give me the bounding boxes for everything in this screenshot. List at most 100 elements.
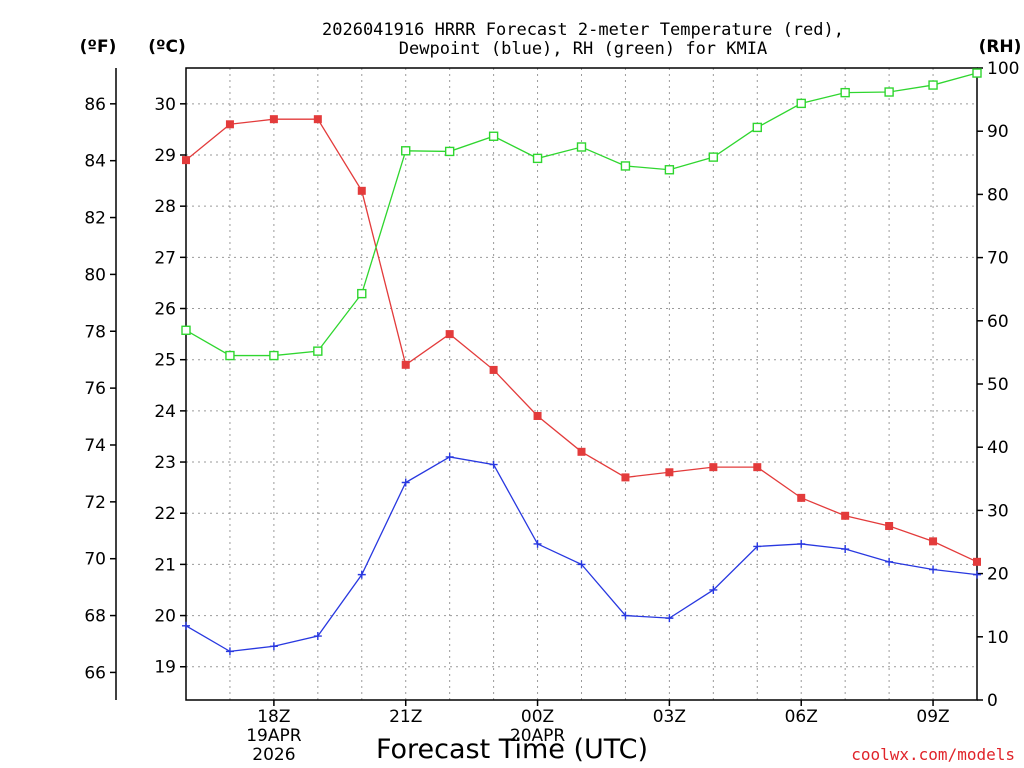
- celsius-tick-label: 26: [154, 300, 176, 320]
- series-point-rh: [664, 165, 675, 175]
- series-point-temperature: [269, 115, 278, 124]
- fahrenheit-tick-label: 70: [84, 550, 106, 570]
- series-point-dewpoint: [797, 539, 806, 548]
- series-point-rh: [401, 146, 411, 156]
- data-series: [181, 68, 982, 656]
- series-point-dewpoint: [401, 478, 410, 487]
- series-point-rh: [181, 325, 191, 335]
- series-point-rh: [796, 98, 806, 109]
- series-point-dewpoint: [269, 642, 278, 651]
- fahrenheit-tick-label: 86: [84, 95, 106, 115]
- series-point-rh: [928, 80, 938, 90]
- series-point-rh: [225, 350, 235, 361]
- x-tick-label: 20APR: [510, 726, 566, 746]
- series-point-temperature: [709, 463, 718, 472]
- series-point-rh: [840, 87, 850, 98]
- series-point-temperature: [533, 411, 542, 420]
- series-point-rh: [357, 288, 367, 299]
- series-point-rh: [884, 87, 894, 97]
- series-point-temperature: [182, 156, 190, 165]
- celsius-tick-label: 20: [154, 607, 176, 627]
- rh-tick-label: 50: [987, 375, 1009, 395]
- x-tick-label: 21Z: [389, 707, 422, 727]
- rh-tick-label: 80: [987, 185, 1009, 205]
- celsius-tick-label: 23: [154, 453, 176, 473]
- series-point-dewpoint: [709, 585, 718, 594]
- series-point-temperature: [445, 330, 454, 339]
- rh-tick-label: 60: [987, 312, 1009, 332]
- rh-tick-label: 0: [987, 691, 998, 711]
- series-point-rh: [752, 122, 762, 133]
- rh-tick-label: 90: [987, 122, 1009, 142]
- series-point-temperature: [797, 493, 806, 502]
- series-point-dewpoint: [929, 565, 938, 574]
- fahrenheit-tick-label: 80: [84, 265, 106, 285]
- series-point-dewpoint: [225, 647, 234, 656]
- series-point-temperature: [665, 468, 674, 477]
- series-point-rh: [488, 131, 499, 141]
- series-point-dewpoint: [621, 611, 630, 620]
- celsius-tick-label: 25: [154, 351, 176, 371]
- fahrenheit-tick-label: 84: [84, 152, 106, 172]
- series-point-rh: [313, 346, 323, 356]
- series-point-dewpoint: [182, 621, 190, 630]
- fahrenheit-tick-label: 78: [84, 322, 106, 342]
- x-axis-label: Forecast Time (UTC): [376, 734, 648, 765]
- series-point-temperature: [753, 463, 762, 472]
- x-tick-label: 2026: [252, 745, 295, 765]
- chart-title-line-1: 2026041916 HRRR Forecast 2-meter Tempera…: [322, 20, 844, 40]
- celsius-tick-label: 22: [154, 504, 176, 524]
- series-point-temperature: [489, 365, 498, 374]
- axes: 19 20 21 22 23 24 25 26 27 28 29 30 66 68 70 72 74 76 78 80…: [84, 59, 1019, 765]
- rh-tick-label: 10: [987, 628, 1009, 648]
- celsius-unit-label: (ºC): [148, 37, 186, 57]
- fahrenheit-unit-label: (ºF): [80, 37, 117, 57]
- series-point-temperature: [577, 447, 586, 456]
- series-point-dewpoint: [753, 542, 762, 551]
- rh-tick-label: 30: [987, 501, 1009, 521]
- celsius-tick-label: 24: [154, 402, 176, 422]
- x-tick-label: 09Z: [916, 707, 949, 727]
- series-point-rh: [532, 153, 543, 164]
- series-point-temperature: [885, 522, 894, 531]
- celsius-tick-label: 27: [154, 248, 176, 268]
- fahrenheit-tick-label: 74: [84, 436, 106, 456]
- series-point-rh: [620, 161, 631, 171]
- series-point-rh: [708, 152, 719, 162]
- series-point-rh: [972, 68, 982, 78]
- x-tick-label: 18Z: [257, 707, 290, 727]
- series-point-temperature: [973, 557, 981, 566]
- series-point-rh: [444, 146, 455, 157]
- series-point-temperature: [357, 186, 366, 195]
- credit-text: coolwx.com/models: [851, 745, 1015, 764]
- series-point-temperature: [929, 537, 938, 546]
- x-tick-label: 19APR: [246, 726, 302, 746]
- fahrenheit-tick-label: 66: [84, 663, 106, 683]
- fahrenheit-tick-label: 68: [84, 607, 106, 627]
- fahrenheit-tick-label: 72: [84, 493, 106, 513]
- fahrenheit-tick-label: 76: [84, 379, 106, 399]
- series-point-dewpoint: [577, 560, 586, 569]
- rh-unit-label: (RH): [979, 37, 1022, 57]
- x-tick-label: 06Z: [785, 707, 818, 727]
- celsius-tick-label: 28: [154, 197, 176, 217]
- series-point-dewpoint: [533, 539, 542, 548]
- rh-tick-label: 40: [987, 438, 1009, 458]
- celsius-tick-label: 21: [154, 555, 176, 575]
- series-point-dewpoint: [885, 557, 894, 566]
- series-point-temperature: [841, 511, 850, 520]
- series-point-dewpoint: [445, 452, 454, 461]
- series-point-temperature: [401, 360, 410, 369]
- series-point-temperature: [313, 115, 322, 124]
- fahrenheit-tick-label: 82: [84, 209, 106, 229]
- series-point-dewpoint: [973, 570, 981, 579]
- series-point-rh: [269, 350, 279, 361]
- series-point-rh: [576, 142, 587, 152]
- rh-tick-label: 100: [987, 59, 1019, 79]
- series-point-dewpoint: [489, 460, 498, 469]
- series-point-dewpoint: [313, 632, 322, 641]
- celsius-tick-label: 19: [154, 658, 176, 678]
- x-tick-label: 00Z: [521, 707, 554, 727]
